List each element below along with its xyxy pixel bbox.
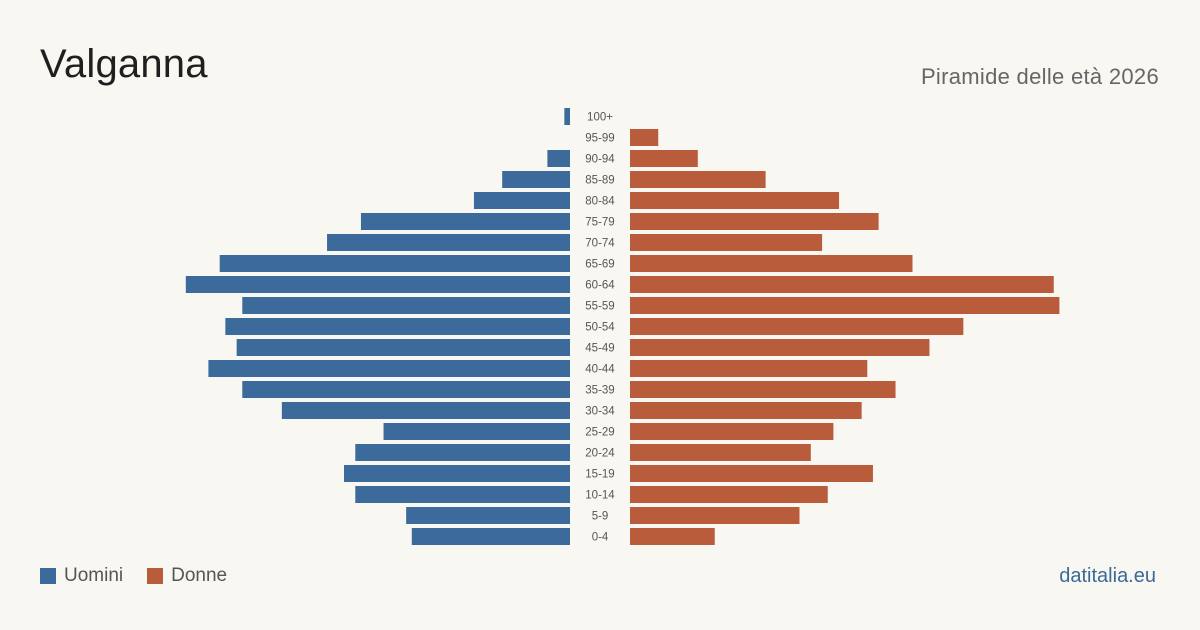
- age-label-55-59: 55-59: [585, 301, 614, 313]
- age-label-10-14: 10-14: [585, 490, 615, 502]
- legend-label-women: Donne: [171, 565, 228, 586]
- legend-label-men: Uomini: [64, 565, 124, 586]
- bar-women-45-49: [630, 339, 930, 356]
- age-label-0-4: 0-4: [592, 532, 609, 544]
- bar-women-60-64: [630, 276, 1054, 293]
- bar-women-65-69: [630, 255, 913, 272]
- age-label-70-74: 70-74: [585, 238, 615, 250]
- legend: Uomini Donne: [40, 565, 251, 587]
- bar-men-35-39: [242, 381, 571, 398]
- bar-men-75-79: [360, 213, 570, 230]
- page-title: Valganna: [40, 42, 208, 86]
- bar-women-85-89: [630, 171, 766, 188]
- age-label-95-99: 95-99: [585, 133, 614, 145]
- legend-item-women: Donne: [147, 565, 227, 587]
- bar-men-0-4: [411, 528, 570, 545]
- bar-women-0-4: [630, 528, 715, 545]
- bar-women-95-99: [630, 129, 659, 146]
- bar-women-20-24: [630, 444, 811, 461]
- legend-swatch-men: [40, 568, 56, 584]
- age-label-45-49: 45-49: [585, 343, 614, 355]
- bar-men-15-19: [344, 465, 570, 482]
- bar-men-60-64: [185, 276, 571, 293]
- bar-women-15-19: [630, 465, 873, 482]
- bar-women-90-94: [630, 150, 698, 167]
- bar-men-70-74: [327, 234, 570, 251]
- age-label-60-64: 60-64: [585, 280, 615, 292]
- bar-men-5-9: [406, 507, 570, 524]
- age-label-100plus: 100+: [587, 112, 613, 124]
- age-label-85-89: 85-89: [585, 175, 614, 187]
- bar-women-75-79: [630, 213, 879, 230]
- bar-women-10-14: [630, 486, 828, 503]
- bar-men-40-44: [208, 360, 570, 377]
- bar-women-30-34: [630, 402, 862, 419]
- bar-women-55-59: [630, 297, 1060, 314]
- men-bars-group: [185, 108, 571, 545]
- bar-women-35-39: [630, 381, 896, 398]
- bar-men-90-94: [547, 150, 570, 167]
- age-label-40-44: 40-44: [585, 364, 615, 376]
- age-labels-group: 100+ 95-99 90-94 85-89 80-84 75-79 70-74 65-69 6…: [585, 112, 615, 544]
- bar-men-80-84: [473, 192, 570, 209]
- bar-men-45-49: [236, 339, 570, 356]
- bar-men-50-54: [225, 318, 570, 335]
- age-label-50-54: 50-54: [585, 322, 615, 334]
- age-label-35-39: 35-39: [585, 385, 614, 397]
- bar-men-30-34: [281, 402, 570, 419]
- age-label-80-84: 80-84: [585, 196, 615, 208]
- age-label-65-69: 65-69: [585, 259, 614, 271]
- women-bars-group: [630, 129, 1060, 545]
- age-label-25-29: 25-29: [585, 427, 614, 439]
- bar-men-65-69: [219, 255, 570, 272]
- age-label-15-19: 15-19: [585, 469, 614, 481]
- age-label-90-94: 90-94: [585, 154, 615, 166]
- age-label-5-9: 5-9: [592, 511, 609, 523]
- bar-men-100plus: [564, 108, 570, 125]
- legend-item-men: Uomini: [40, 565, 123, 587]
- source-link[interactable]: datitalia.eu: [1059, 565, 1156, 587]
- bar-women-80-84: [630, 192, 840, 209]
- bar-women-40-44: [630, 360, 868, 377]
- age-label-20-24: 20-24: [585, 448, 615, 460]
- age-label-75-79: 75-79: [585, 217, 614, 229]
- bar-men-20-24: [355, 444, 570, 461]
- bar-men-55-59: [242, 297, 571, 314]
- bar-women-50-54: [630, 318, 964, 335]
- bar-men-85-89: [502, 171, 570, 188]
- bar-women-5-9: [630, 507, 800, 524]
- bar-women-25-29: [630, 423, 834, 440]
- chart-subtitle: Piramide delle età 2026: [920, 64, 1159, 89]
- bar-men-25-29: [383, 423, 570, 440]
- legend-swatch-women: [147, 568, 164, 584]
- age-label-30-34: 30-34: [585, 406, 615, 418]
- bar-men-10-14: [355, 486, 570, 503]
- bar-women-70-74: [630, 234, 823, 251]
